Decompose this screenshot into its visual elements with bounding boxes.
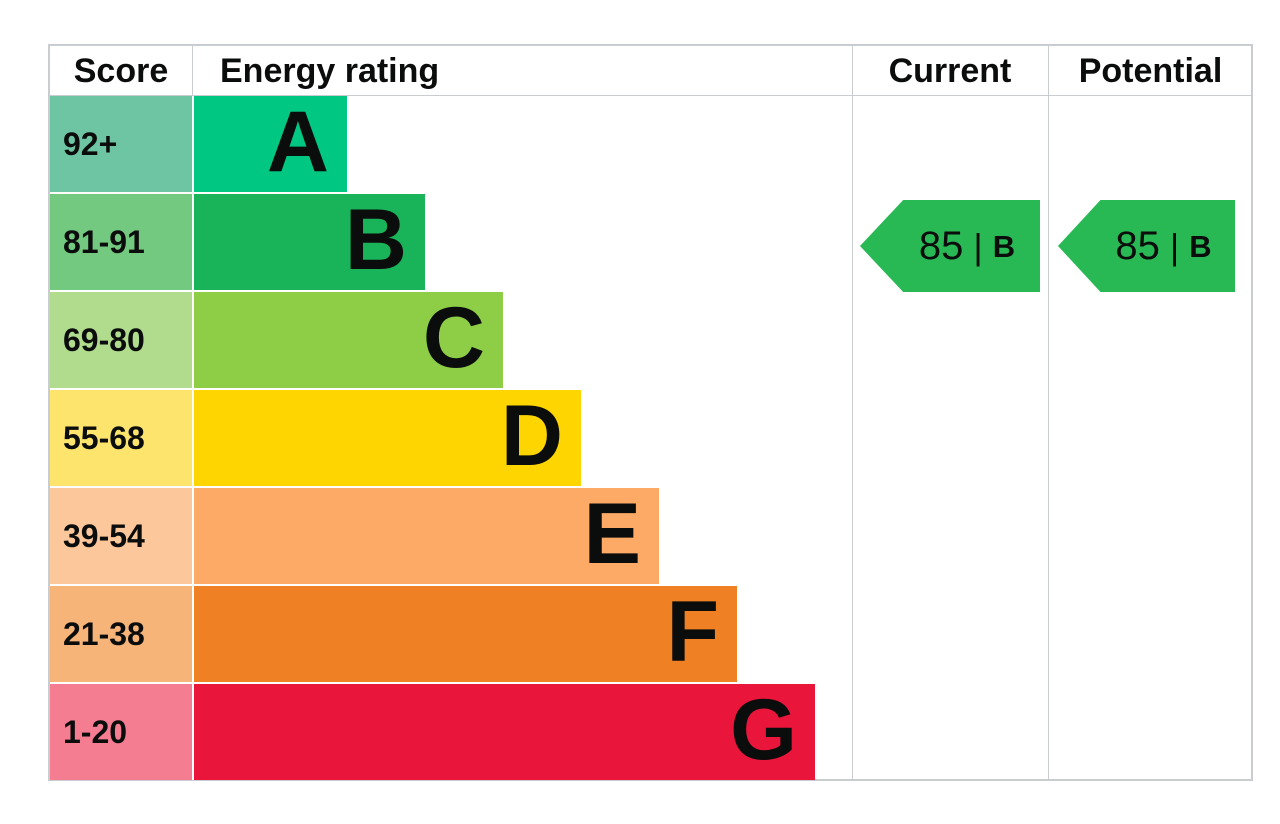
score-column-header: Score	[73, 51, 169, 90]
column-gap	[192, 586, 194, 682]
band-score-cell-c: 69-80	[50, 292, 192, 388]
band-bar-a: A	[194, 96, 347, 192]
column-gap	[192, 96, 194, 192]
band-row-d: 55-68 D	[50, 390, 1251, 486]
band-score-cell-a: 92+	[50, 96, 192, 192]
band-bar-c: C	[194, 292, 503, 388]
column-divider-potential	[1048, 46, 1049, 779]
current-rating-arrow: 85 | B	[860, 200, 1040, 292]
column-gap	[192, 390, 194, 486]
band-row-f: 21-38 F	[50, 586, 1251, 682]
band-bar-g: G	[194, 684, 815, 780]
band-letter-g: G	[730, 682, 797, 778]
band-score-cell-g: 1-20	[50, 684, 192, 780]
band-bar-e: E	[194, 488, 659, 584]
band-letter-e: E	[583, 486, 641, 582]
band-score-cell-e: 39-54	[50, 488, 192, 584]
band-score-cell-d: 55-68	[50, 390, 192, 486]
band-score-cell-f: 21-38	[50, 586, 192, 682]
band-letter-a: A	[266, 94, 329, 190]
current-score-value: 85	[918, 224, 964, 268]
band-row-g: 1-20 G	[50, 684, 1251, 780]
column-gap	[192, 194, 194, 290]
band-letter-f: F	[666, 584, 719, 680]
band-bar-b: B	[194, 194, 425, 290]
epc-rating-table: Score Energy rating Current Potential 92…	[48, 44, 1253, 781]
current-column-header: Current	[888, 51, 1012, 90]
column-gap	[192, 488, 194, 584]
band-bar-f: F	[194, 586, 737, 682]
energy-rating-column-header: Energy rating	[220, 51, 440, 90]
band-letter-d: D	[500, 388, 563, 484]
band-row-b: 81-91 B	[50, 194, 1251, 290]
band-letter-c: C	[422, 290, 485, 386]
header-divider-score	[192, 46, 193, 95]
column-gap	[192, 684, 194, 780]
table-header-row: Score Energy rating Current Potential	[50, 46, 1251, 96]
potential-separator: |	[1169, 226, 1180, 267]
band-row-e: 39-54 E	[50, 488, 1251, 584]
band-row-a: 92+ A	[50, 96, 1251, 192]
potential-band-letter: B	[1189, 228, 1212, 264]
column-gap	[192, 292, 194, 388]
band-bar-d: D	[194, 390, 581, 486]
band-letter-b: B	[344, 192, 407, 288]
potential-column-header: Potential	[1078, 51, 1223, 90]
band-row-c: 69-80 C	[50, 292, 1251, 388]
band-rows: 92+ A 81-91 B 69-80 C	[50, 96, 1251, 782]
current-band-letter: B	[992, 228, 1016, 264]
band-score-cell-b: 81-91	[50, 194, 192, 290]
potential-rating-arrow: 85 | B	[1058, 200, 1235, 292]
current-separator: |	[973, 226, 983, 267]
potential-score-value: 85	[1115, 224, 1160, 268]
column-divider-current	[852, 46, 853, 779]
